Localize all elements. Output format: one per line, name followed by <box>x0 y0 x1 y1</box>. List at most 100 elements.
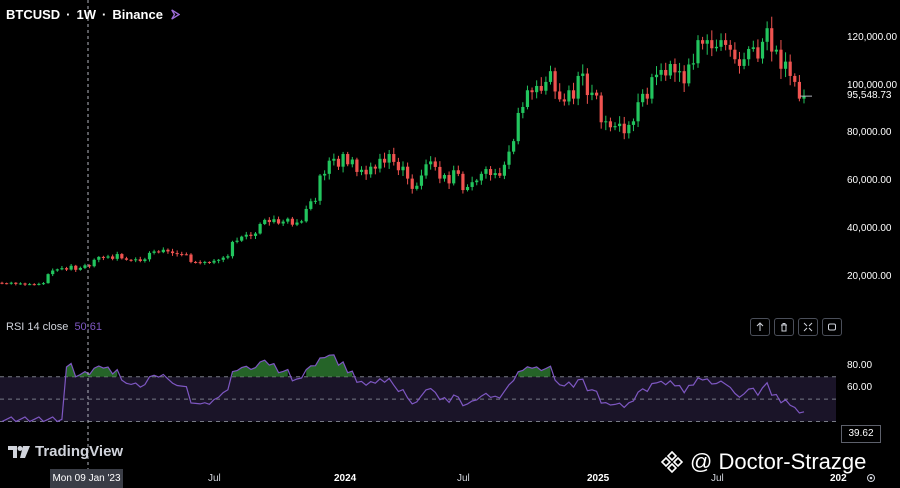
candle-body <box>567 90 571 102</box>
candle-body <box>97 256 101 260</box>
candle-body <box>553 71 557 92</box>
candle-body <box>304 208 308 222</box>
candle-body <box>147 252 152 260</box>
candle-body <box>622 123 626 134</box>
candle-body <box>548 71 553 82</box>
maximize-pane-button[interactable] <box>822 318 842 336</box>
candle-body <box>180 254 184 256</box>
tradingview-logo-text: TradingView <box>35 443 124 460</box>
candle-body <box>484 169 488 174</box>
candle-body <box>14 282 18 284</box>
candle-body <box>217 259 221 261</box>
candle-body <box>488 169 493 176</box>
exchange-label: Binance <box>112 7 163 22</box>
candle-body <box>599 95 603 123</box>
candle-body <box>452 170 456 184</box>
candle-body <box>770 28 774 52</box>
tradingview-logo[interactable]: TradingView <box>8 443 123 460</box>
watermark-text: @ Doctor-Strazge <box>690 449 867 474</box>
candle-body <box>295 222 299 225</box>
candle-body <box>87 265 92 267</box>
candle-body <box>406 166 410 179</box>
symbol-header[interactable]: BTCUSD · 1W · Binance <box>6 7 180 22</box>
candle-body <box>802 96 806 99</box>
candle-body <box>788 61 792 76</box>
candle-body <box>272 219 276 223</box>
candle-body <box>756 47 760 59</box>
candle-body <box>18 283 23 285</box>
author-watermark: @ Doctor-Strazge <box>660 449 866 475</box>
candle-body <box>392 154 396 162</box>
candle-body <box>783 61 788 69</box>
candle-body <box>429 161 433 165</box>
candle-body <box>253 233 258 236</box>
candle-body <box>747 48 751 60</box>
price-tick-label: 40,000.00 <box>847 222 892 234</box>
rsi-overbought-fill <box>66 363 118 377</box>
rsi-line <box>1 354 805 423</box>
candle-body <box>682 71 686 84</box>
candle-body <box>138 259 142 261</box>
candle-body <box>438 166 442 179</box>
candle-body <box>696 40 700 64</box>
pane-controls <box>750 318 842 336</box>
candle-body <box>659 69 663 75</box>
time-tick-label: Jul <box>208 473 221 484</box>
rsi-last-value-tag: 39.62 <box>841 425 881 443</box>
candle-body <box>774 49 778 52</box>
candle-body <box>585 73 589 96</box>
candle-body <box>193 261 198 263</box>
candle-body <box>69 265 73 270</box>
candle-body <box>355 159 359 172</box>
candle-body <box>668 64 672 76</box>
candle-body <box>341 154 345 167</box>
candle-body <box>37 283 41 285</box>
candle-body <box>677 71 682 73</box>
price-tick-label: 60,000.00 <box>847 175 892 186</box>
candle-body <box>415 185 419 189</box>
candle-body <box>382 158 387 163</box>
candle-body <box>106 256 110 258</box>
candle-body <box>447 175 451 184</box>
collapse-pane-button[interactable] <box>798 318 818 336</box>
candle-body <box>512 141 516 152</box>
candle-body <box>240 236 244 241</box>
candle-body <box>101 256 106 258</box>
candle-body <box>189 254 193 262</box>
candle-body <box>525 90 530 107</box>
candle-body <box>650 77 654 99</box>
candle-body <box>641 93 645 103</box>
gear-icon[interactable] <box>866 473 876 483</box>
candle-body <box>710 40 714 49</box>
candle-body <box>51 270 55 275</box>
candle-body <box>760 41 765 59</box>
candle-body <box>120 254 124 259</box>
price-tick-label: 100,000.00 <box>847 79 898 91</box>
candle-body <box>286 218 290 222</box>
candle-body <box>618 123 622 127</box>
candle-body <box>359 169 364 172</box>
candle-body <box>442 175 447 179</box>
candle-body <box>276 219 281 224</box>
candle-body <box>631 121 636 125</box>
candle-body <box>479 173 483 181</box>
candle-body <box>521 106 525 113</box>
move-pane-up-button[interactable] <box>750 318 770 336</box>
candle-body <box>161 249 165 253</box>
rsi-legend[interactable]: RSI 14 close 50.61 <box>6 321 102 333</box>
candle-body <box>263 219 267 224</box>
candle-body <box>530 90 534 93</box>
candle-body <box>401 166 405 171</box>
candle-body <box>507 151 511 165</box>
candle-body <box>724 40 728 45</box>
candle-body <box>134 259 138 261</box>
candle-body <box>581 73 585 76</box>
time-tick-label: 2024 <box>334 473 357 484</box>
candle-body <box>318 175 322 201</box>
candle-body <box>502 164 507 176</box>
candle-body <box>129 259 133 261</box>
rsi-tick-label: 80.00 <box>847 359 873 371</box>
candle-body <box>170 251 175 254</box>
delete-pane-button[interactable] <box>774 318 794 336</box>
